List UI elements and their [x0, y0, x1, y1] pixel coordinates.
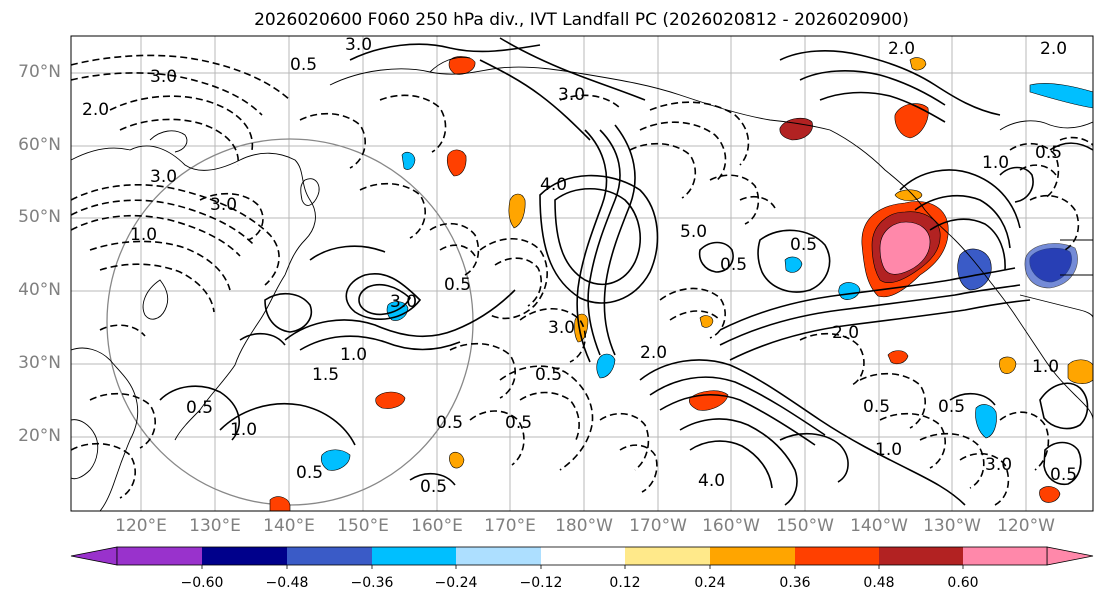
lon-label-140w: 140°W [850, 516, 908, 536]
lat-label-70n: 70°N [18, 62, 61, 82]
contour-label: 3.0 [985, 455, 1012, 475]
contour-label: 4.0 [698, 471, 725, 491]
lon-label-180w: 180°W [555, 516, 613, 536]
colorbar-tick-label: 0.48 [863, 575, 895, 591]
lon-label-170e: 170°E [484, 516, 536, 536]
contour-label: 1.0 [982, 153, 1009, 173]
lon-label-140e: 140°E [263, 516, 315, 536]
contour-label: 1.0 [130, 225, 157, 245]
contour-label: 0.5 [444, 275, 471, 295]
lat-label-40n: 40°N [18, 280, 61, 300]
colorbar-tick-label: 0.36 [779, 575, 811, 591]
contour-label: 0.5 [1050, 465, 1077, 485]
lon-label-170w: 170°W [629, 516, 687, 536]
contour-label: 3.0 [390, 292, 417, 312]
div-contours-dashed [71, 54, 1093, 506]
lon-label-150e: 150°E [337, 516, 389, 536]
contour-label: 0.5 [938, 397, 965, 417]
contour-label: 1.0 [875, 440, 902, 460]
lon-label-120e: 120°E [115, 516, 167, 536]
colorbar-tick-label: 0.60 [947, 575, 979, 591]
contour-label: 0.5 [720, 255, 747, 275]
contour-label: 3.0 [150, 167, 177, 187]
contour-label: 3.0 [548, 318, 575, 338]
lon-label-120w: 120°W [997, 516, 1055, 536]
colorbar-tick-label: −0.48 [265, 575, 309, 591]
colorbar-tick-label: −0.12 [519, 575, 563, 591]
contour-label: 0.5 [790, 235, 817, 255]
divergence-fills [269, 56, 1093, 511]
contour-label: 0.5 [535, 365, 562, 385]
contour-labels: 3.0 3.0 2.0 2.0 3.0 2.0 3.0 4.0 5.0 0.5 … [82, 35, 1077, 497]
contour-label: 1.0 [340, 345, 367, 365]
contour-label: 3.0 [150, 67, 177, 87]
coastlines [71, 56, 1093, 511]
contour-label: 0.5 [420, 477, 447, 497]
lat-label-20n: 20°N [18, 426, 61, 446]
colorbar-tick-label: −0.36 [350, 575, 394, 591]
lat-label-60n: 60°N [18, 135, 61, 155]
lon-label-160e: 160°E [411, 516, 463, 536]
contour-label: 0.5 [186, 398, 213, 418]
contour-label: 0.5 [296, 463, 323, 483]
contour-label: 1.0 [230, 420, 257, 440]
contour-label: 2.0 [832, 323, 859, 343]
plot-title: 2026020600 F060 250 hPa div., IVT Landfa… [254, 10, 909, 30]
map-frame [70, 35, 1094, 512]
colorbar-tick-label: −0.60 [180, 575, 224, 591]
lon-label-160w: 160°W [702, 516, 760, 536]
contour-label: 0.5 [505, 413, 532, 433]
colorbar-tick-label: 0.12 [609, 575, 641, 591]
contour-label: 0.5 [1035, 143, 1062, 163]
contour-label: 3.0 [345, 35, 372, 55]
contour-label: 2.0 [82, 100, 109, 120]
lon-label-150w: 150°W [776, 516, 834, 536]
lon-label-130w: 130°W [923, 516, 981, 536]
contour-label: 2.0 [888, 39, 915, 59]
contour-label: 3.0 [210, 195, 237, 215]
contour-label: 1.5 [312, 365, 339, 385]
contour-label: 0.5 [436, 413, 463, 433]
contour-label: 2.0 [1040, 39, 1067, 59]
lon-label-130e: 130°E [189, 516, 241, 536]
colorbar-tick-label: 0.24 [694, 575, 726, 591]
contour-label: 2.0 [640, 343, 667, 363]
colorbar-tick-label: −0.24 [434, 575, 478, 591]
contour-label: 1.0 [1032, 357, 1059, 377]
div-contours-solid [159, 37, 1093, 506]
graticule [71, 36, 1093, 511]
contour-label: 4.0 [540, 175, 567, 195]
lat-label-50n: 50°N [18, 207, 61, 227]
contour-label: 5.0 [680, 222, 707, 242]
lat-label-30n: 30°N [18, 353, 61, 373]
contour-label: 3.0 [558, 85, 585, 105]
contour-label: 0.5 [863, 397, 890, 417]
contour-label: 0.5 [290, 55, 317, 75]
